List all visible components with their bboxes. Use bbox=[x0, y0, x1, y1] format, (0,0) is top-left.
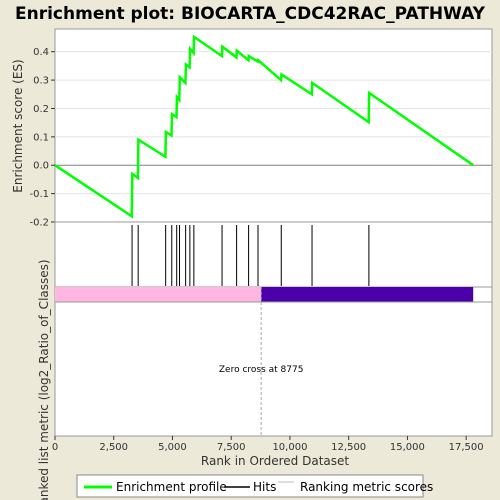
x-axis-label: Rank in Ordered Dataset bbox=[201, 454, 349, 468]
x-tick-label: 10,000 bbox=[272, 442, 307, 453]
hits-panel bbox=[54, 221, 493, 288]
x-tick-label: 17,500 bbox=[449, 442, 484, 453]
x-tick-label: 7,500 bbox=[217, 442, 246, 453]
legend-metric-label: Ranking metric scores bbox=[300, 480, 433, 494]
es-y-axis: -0.2 -0.1 0.0 0.1 0.2 0.3 0.4 bbox=[29, 47, 55, 229]
y-tick-label: -0.2 bbox=[29, 218, 49, 229]
y-tick-label: 0.3 bbox=[33, 76, 49, 87]
y-tick-label: 0.2 bbox=[33, 104, 49, 115]
ranked-metric-y-axis-label: Ranked list metric (log2_Ratio_of_Classe… bbox=[37, 259, 51, 500]
hits-marks bbox=[131, 225, 370, 286]
es-y-axis-label: Enrichment score (ES) bbox=[11, 59, 25, 192]
y-tick-label: 0.4 bbox=[33, 47, 49, 58]
legend: Enrichment profile Hits Ranking metric s… bbox=[76, 474, 433, 498]
legend-hits-label: Hits bbox=[253, 480, 276, 494]
x-tick-label: 5,000 bbox=[158, 442, 187, 453]
es-panel bbox=[54, 28, 493, 223]
chart-title: Enrichment plot: BIOCARTA_CDC42RAC_PATHW… bbox=[15, 4, 486, 24]
enrichment-profile-line bbox=[54, 34, 474, 219]
metric-negative-band bbox=[261, 287, 474, 302]
x-axis: 0 2,500 5,000 7,500 10,000 12,500 15,000 17,500 bbox=[52, 436, 484, 453]
legend-enrichment-label: Enrichment profile bbox=[116, 480, 227, 494]
metric-positive-band bbox=[55, 287, 262, 302]
y-tick-label: -0.1 bbox=[29, 189, 49, 200]
y-tick-label: 0.1 bbox=[33, 132, 49, 143]
ranked-metric-panel bbox=[54, 301, 493, 437]
zero-cross-label: Zero cross at 8775 bbox=[219, 365, 304, 375]
x-tick-label: 12,500 bbox=[331, 442, 366, 453]
x-tick-label: 2,500 bbox=[99, 442, 128, 453]
x-tick-label: 0 bbox=[52, 442, 58, 453]
y-tick-label: 0.0 bbox=[33, 161, 49, 172]
x-tick-label: 15,000 bbox=[390, 442, 425, 453]
